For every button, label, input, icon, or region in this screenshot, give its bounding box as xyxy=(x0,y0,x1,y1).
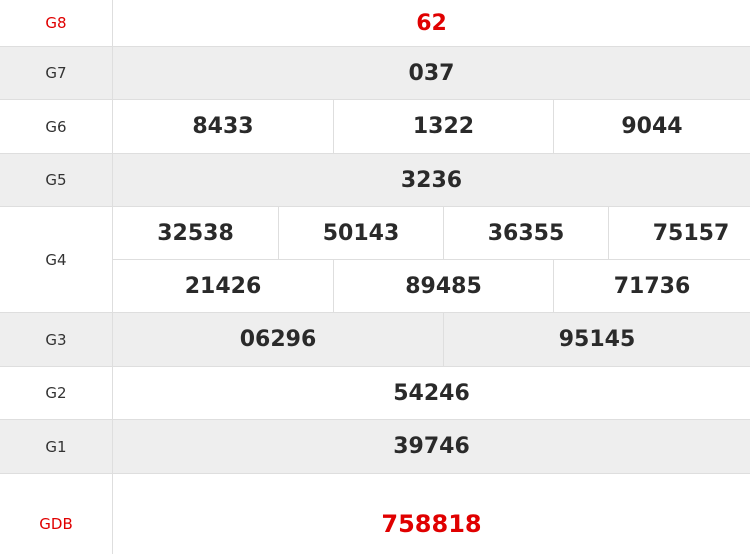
prize-row-g8: G8 62 xyxy=(0,0,750,47)
prize-label: GDB xyxy=(0,474,113,554)
prize-number: 21426 xyxy=(184,273,262,299)
prize-row-g1: G1 39746 xyxy=(0,420,750,474)
prize-row-g3: G3 06296 95145 xyxy=(0,313,750,367)
prize-number: 95145 xyxy=(443,313,750,366)
prize-number: 32538 xyxy=(157,220,234,246)
prize-row-g4: G4 32538 50143 36355 75157 21426 89485 7… xyxy=(0,207,750,313)
prize-number: 06296 xyxy=(239,327,317,352)
prize-label: G6 xyxy=(0,100,113,153)
prize-label: G1 xyxy=(0,420,113,473)
prize-row-g2: G2 54246 xyxy=(0,367,750,420)
prize-row-g5: G5 3236 xyxy=(0,154,750,207)
prize-label: G7 xyxy=(0,47,113,99)
prize-number: 62 xyxy=(416,10,447,36)
prize-number: 36355 xyxy=(443,207,608,259)
prize-number: 9044 xyxy=(553,100,750,153)
special-prize-number: 758818 xyxy=(381,510,482,538)
prize-number: 71736 xyxy=(553,260,750,312)
prize-row-g6: G6 8433 1322 9044 xyxy=(0,100,750,154)
prize-number: 8433 xyxy=(192,114,254,139)
prize-number: 50143 xyxy=(278,207,443,259)
prize-number: 1322 xyxy=(333,100,553,153)
prize-row-gdb: GDB 758818 xyxy=(0,474,750,554)
prize-label: G8 xyxy=(0,0,113,46)
prize-number: 89485 xyxy=(333,260,553,312)
prize-row-g7: G7 037 xyxy=(0,47,750,100)
prize-number: 037 xyxy=(408,60,455,86)
prize-label: G2 xyxy=(0,367,113,419)
prize-number: 75157 xyxy=(608,207,750,259)
prize-label: G5 xyxy=(0,154,113,206)
prize-number: 54246 xyxy=(393,380,470,406)
prize-number: 39746 xyxy=(393,434,470,459)
prize-label: G3 xyxy=(0,313,113,366)
prize-label: G4 xyxy=(0,207,113,312)
prize-number: 3236 xyxy=(400,167,463,193)
